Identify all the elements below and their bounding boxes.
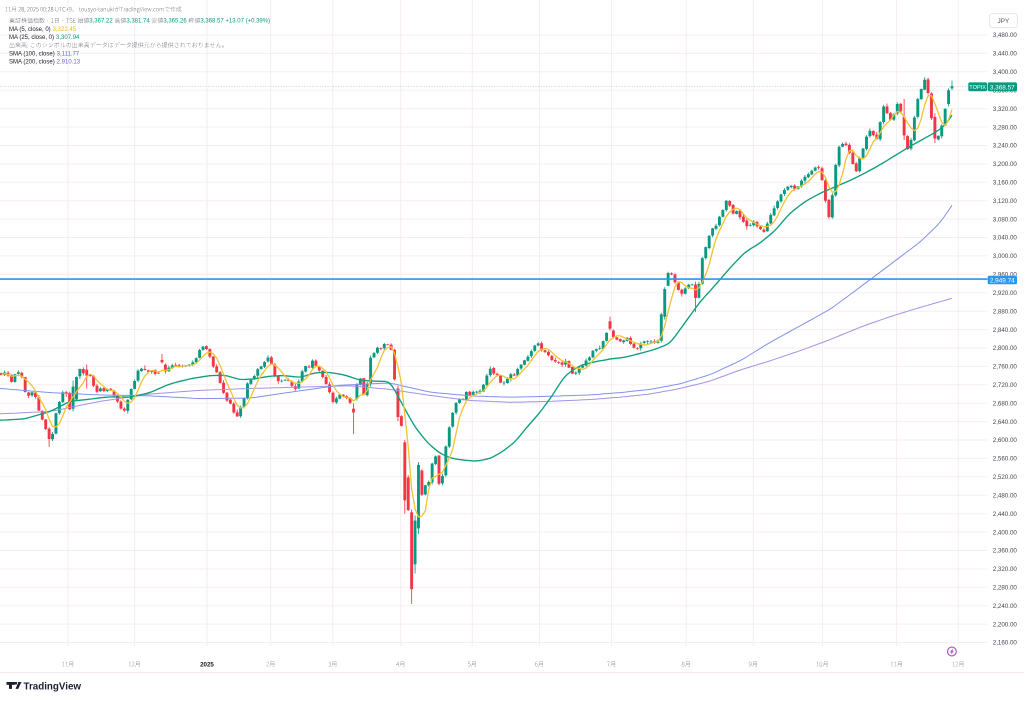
svg-text:2,720.00: 2,720.00 <box>993 382 1018 389</box>
svg-text:TradingView: TradingView <box>24 681 82 692</box>
svg-text:3,307.94: 3,307.94 <box>56 35 80 41</box>
svg-text:2,160.00: 2,160.00 <box>993 640 1018 647</box>
svg-text:3,400.00: 3,400.00 <box>993 69 1018 76</box>
svg-text:2,600.00: 2,600.00 <box>993 437 1018 444</box>
svg-text:3,160.00: 3,160.00 <box>993 179 1018 186</box>
svg-text:2,760.00: 2,760.00 <box>993 364 1018 371</box>
svg-text:3,365.26: 3,365.26 <box>163 19 187 25</box>
svg-text:2,520.00: 2,520.00 <box>993 474 1018 481</box>
svg-text:2,320.00: 2,320.00 <box>993 566 1018 573</box>
svg-text:2,920.00: 2,920.00 <box>993 290 1018 297</box>
svg-text:2,840.00: 2,840.00 <box>993 327 1018 334</box>
svg-text:MA (5, close, 0): MA (5, close, 0) <box>9 27 51 33</box>
svg-text:3,368.57 +13.07 (+0.39%): 3,368.57 +13.07 (+0.39%) <box>200 19 270 25</box>
svg-text:3,080.00: 3,080.00 <box>993 216 1018 223</box>
svg-text:2,480.00: 2,480.00 <box>993 492 1018 499</box>
svg-text:2,910.13: 2,910.13 <box>57 60 81 66</box>
svg-text:2,800.00: 2,800.00 <box>993 345 1018 352</box>
svg-text:TOPIX: TOPIX <box>969 85 986 91</box>
svg-text:3,120.00: 3,120.00 <box>993 198 1018 205</box>
svg-text:2,400.00: 2,400.00 <box>993 529 1018 536</box>
svg-text:3,111.77: 3,111.77 <box>57 51 80 57</box>
svg-text:2,949.74: 2,949.74 <box>990 278 1015 285</box>
svg-text:3,440.00: 3,440.00 <box>993 51 1018 58</box>
svg-text:2,240.00: 2,240.00 <box>993 603 1018 610</box>
svg-text:3,368.57: 3,368.57 <box>990 85 1015 92</box>
svg-text:2,880.00: 2,880.00 <box>993 308 1018 315</box>
svg-text:3,200.00: 3,200.00 <box>993 161 1018 168</box>
svg-text:3,322.45: 3,322.45 <box>53 27 77 33</box>
svg-text:2,440.00: 2,440.00 <box>993 511 1018 518</box>
svg-text:2,200.00: 2,200.00 <box>993 621 1018 628</box>
svg-text:3,240.00: 3,240.00 <box>993 143 1018 150</box>
svg-text:3,367.22: 3,367.22 <box>89 19 113 25</box>
svg-text:3,040.00: 3,040.00 <box>993 235 1018 242</box>
svg-text:JPY: JPY <box>998 18 1010 25</box>
svg-text:2025: 2025 <box>200 661 214 668</box>
svg-text:3,000.00: 3,000.00 <box>993 253 1018 260</box>
svg-text:SMA (200, close): SMA (200, close) <box>9 60 55 66</box>
svg-text:MA (25, close, 0): MA (25, close, 0) <box>9 35 54 41</box>
svg-text:3,480.00: 3,480.00 <box>993 32 1018 39</box>
svg-text:2,960.00: 2,960.00 <box>993 272 1018 279</box>
svg-text:SMA (100, close): SMA (100, close) <box>9 51 55 57</box>
svg-text:2,360.00: 2,360.00 <box>993 548 1018 555</box>
svg-text:2,680.00: 2,680.00 <box>993 400 1018 407</box>
svg-text:3,280.00: 3,280.00 <box>993 124 1018 131</box>
svg-text:2,280.00: 2,280.00 <box>993 585 1018 592</box>
svg-text:2,560.00: 2,560.00 <box>993 456 1018 463</box>
svg-text:3,320.00: 3,320.00 <box>993 106 1018 113</box>
svg-text:3,381.74: 3,381.74 <box>126 19 150 25</box>
svg-text:2,640.00: 2,640.00 <box>993 419 1018 426</box>
